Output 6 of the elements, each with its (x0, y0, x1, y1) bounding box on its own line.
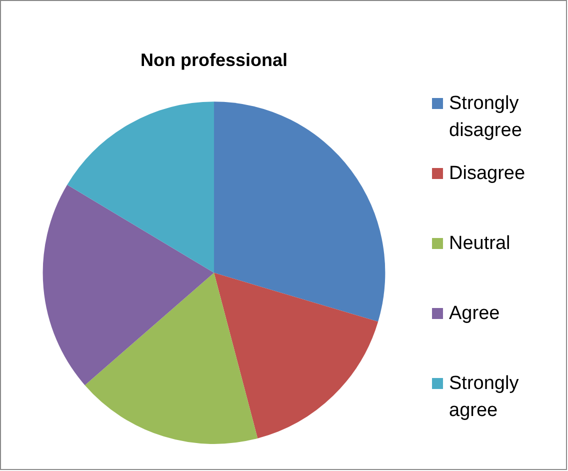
chart-title: Non professional (140, 50, 288, 70)
legend-label: Strongly disagree (449, 92, 523, 143)
legend-label: Disagree (449, 162, 526, 186)
legend-label: Neutral (449, 232, 510, 256)
legend-label: Strongly agree (449, 372, 520, 423)
legend-label: Agree (449, 302, 500, 326)
